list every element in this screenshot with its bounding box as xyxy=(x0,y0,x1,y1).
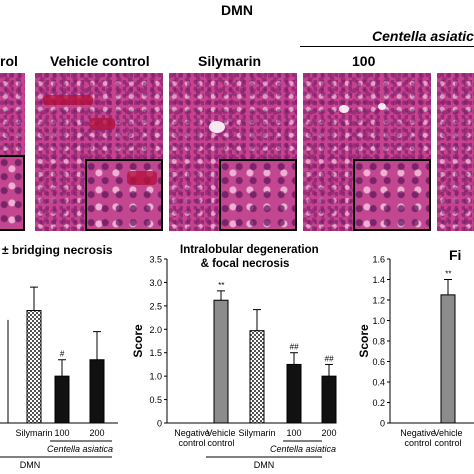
significance-label: ** xyxy=(218,281,225,290)
chart2-title-line1: Intralobular degeneration xyxy=(180,244,319,256)
bar xyxy=(321,375,337,424)
bar xyxy=(26,310,42,424)
x-tick-label: control xyxy=(178,438,205,448)
centella-underline xyxy=(300,46,474,47)
group-label-dmn: DMN xyxy=(20,460,41,470)
histology-panel-vehicle xyxy=(35,73,163,231)
y-tick-label: 0 xyxy=(157,419,162,429)
y-tick-label: 2.0 xyxy=(149,325,162,335)
hemorrhage-area xyxy=(90,118,115,130)
central-vein xyxy=(378,103,386,110)
x-tick-label: 100 xyxy=(286,428,301,438)
histology-panel-dose-200-partial xyxy=(437,73,474,231)
x-tick-label: Negative xyxy=(400,428,436,438)
chart-intralobular-degeneration: 0 0.5 1.0 1.5 2.0 2.5 3.0 3.5 Score ** ## ## Negativ… xyxy=(131,255,337,471)
chart2-title: Intralobular degeneration & focal necros… xyxy=(180,243,319,271)
hemorrhage-area xyxy=(127,171,157,185)
dose-100-header: 100 xyxy=(352,53,376,69)
bar xyxy=(89,359,105,424)
y-tick-label: 1.5 xyxy=(149,348,162,358)
x-tick-label: Silymarin xyxy=(15,428,52,438)
y-tick-label: 0.4 xyxy=(372,378,385,388)
y-tick-label: 1.4 xyxy=(372,275,385,285)
histology-panel-negative xyxy=(0,73,25,231)
y-axis-label: Score xyxy=(357,324,371,358)
significance-label: ## xyxy=(325,354,334,363)
x-tick-label: control xyxy=(434,438,461,448)
chart3-title: Fi xyxy=(449,247,462,263)
y-tick-label: 2.5 xyxy=(149,301,162,311)
magnified-inset xyxy=(0,155,25,231)
bar xyxy=(286,363,302,424)
chart-fibrosis: 0 0.2 0.4 0.6 0.8 1.0 1.2 1.4 1.6 Score Negativeco… xyxy=(357,255,474,448)
hemorrhage-area xyxy=(43,95,93,105)
significance-label: # xyxy=(60,350,65,359)
bar xyxy=(213,299,229,424)
y-tick-label: 1.0 xyxy=(372,316,385,326)
x-tick-label: 100 xyxy=(54,428,69,438)
negative-control-header-partial: rol xyxy=(0,53,18,69)
silymarin-header: Silymarin xyxy=(198,53,262,69)
histology-panel-dose-100 xyxy=(303,73,431,231)
x-tick-label: Silymarin xyxy=(238,428,275,438)
y-tick-label: 0.6 xyxy=(372,357,385,367)
y-tick-label: 0.8 xyxy=(372,337,385,347)
magnified-inset xyxy=(85,159,163,231)
y-tick-label: 0 xyxy=(380,419,385,429)
y-axis-label: Score xyxy=(131,324,145,358)
x-tick-label: control xyxy=(207,438,234,448)
bar xyxy=(54,375,70,424)
vehicle-control-header: Vehicle control xyxy=(50,53,150,69)
y-tick-label: 3.5 xyxy=(149,255,162,265)
significance-label: ## xyxy=(290,343,299,352)
x-tick-label: Negative xyxy=(174,428,210,438)
x-tick-label: 200 xyxy=(89,428,104,438)
y-tick-label: 1.0 xyxy=(149,372,162,382)
magnified-inset xyxy=(219,159,297,231)
group-label-extract: Centella asiatica xyxy=(270,444,336,454)
y-tick-label: 3.0 xyxy=(149,278,162,288)
centella-header: Centella asiatica xyxy=(372,28,474,44)
magnified-inset xyxy=(353,159,431,231)
x-tick-label: Vehicle xyxy=(206,428,235,438)
group-label-extract: Centella asiatica xyxy=(47,444,113,454)
x-tick-label: 200 xyxy=(321,428,336,438)
histology-panel-silymarin xyxy=(169,73,297,231)
y-tick-label: 0.5 xyxy=(149,395,162,405)
central-vein xyxy=(339,105,349,113)
y-tick-label: 1.6 xyxy=(372,255,385,265)
y-tick-label: 1.2 xyxy=(372,296,385,306)
y-tick-label: 0.2 xyxy=(372,398,385,408)
x-tick-label: Vehicle xyxy=(433,428,462,438)
chart2-title-line2: & focal necrosis xyxy=(200,258,290,270)
group-label-dmn: DMN xyxy=(254,460,275,470)
significance-label: ** xyxy=(445,270,452,279)
dmn-header: DMN xyxy=(221,2,253,18)
bar xyxy=(249,330,265,424)
x-tick-label: control xyxy=(404,438,431,448)
bar xyxy=(440,294,456,424)
chart1-title: ± bridging necrosis xyxy=(2,243,113,257)
chart-bridging-necrosis: Silymarin #100 200 Centella asiatica DMN xyxy=(0,286,118,470)
central-vein xyxy=(209,121,225,133)
